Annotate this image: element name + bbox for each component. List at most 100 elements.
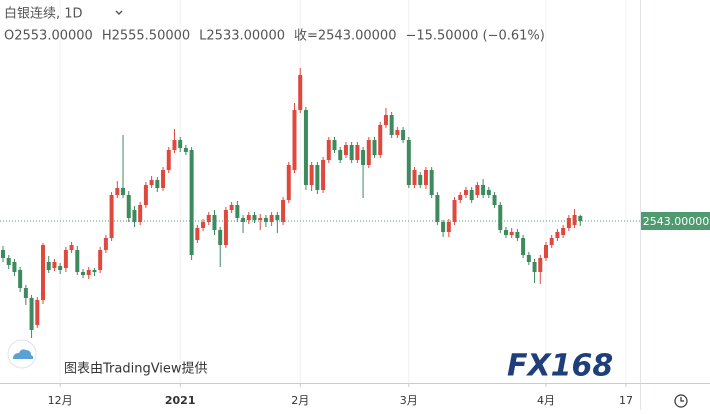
candle-body <box>235 205 240 218</box>
candle-body <box>452 200 457 222</box>
ohlc-value: L2533.00000 <box>199 29 285 44</box>
candle-body <box>366 140 371 165</box>
candle-body <box>18 270 23 288</box>
candle-body <box>103 238 108 250</box>
candle-body <box>361 150 366 165</box>
clock-hands <box>680 397 684 402</box>
candle-body <box>555 232 560 238</box>
candle-body <box>303 110 308 185</box>
candle-body <box>326 140 331 160</box>
candle-body <box>212 215 217 230</box>
candle-body <box>81 272 86 275</box>
candle-body <box>292 110 297 170</box>
candle-body <box>435 195 440 222</box>
candle-body <box>189 150 194 255</box>
candle-body <box>121 188 126 195</box>
interval-dropdown[interactable] <box>115 10 123 15</box>
ohlc-legend: O2553.00000 H2555.50000 L2533.00000 收=2543.… <box>4 29 545 44</box>
candle-body <box>92 270 97 272</box>
ohlc-value: O2553.00000 <box>4 29 93 44</box>
candle-body <box>183 148 188 152</box>
candle-body <box>29 298 34 330</box>
ohlc-value: H2555.50000 <box>102 29 190 44</box>
candle-body <box>566 218 571 228</box>
candle-body <box>475 185 480 195</box>
candle-body <box>321 160 326 190</box>
candle-body <box>509 232 514 235</box>
candle-body <box>138 205 143 222</box>
candle-body <box>229 205 234 210</box>
candle-body <box>161 170 166 188</box>
candle-body <box>6 258 11 265</box>
last-price-badge <box>641 212 710 230</box>
candle-body <box>298 75 303 110</box>
candle-body <box>343 145 348 155</box>
candle-body <box>252 215 257 220</box>
tv-logo-icon <box>13 349 34 359</box>
candle-body <box>35 300 40 325</box>
timezone-icon[interactable] <box>674 394 688 408</box>
candle-body <box>281 200 286 222</box>
candle-body <box>275 215 280 220</box>
candle-body <box>481 185 486 195</box>
candle-body <box>52 262 57 268</box>
candle-body <box>155 180 160 188</box>
candle-body <box>429 170 434 195</box>
candle-body <box>149 180 154 185</box>
candle-body <box>372 140 377 155</box>
candle-body <box>578 216 583 221</box>
candle-body <box>218 230 223 245</box>
candle-body <box>389 115 394 135</box>
candle-body <box>492 195 497 205</box>
candle-body <box>498 205 503 230</box>
candle-body <box>263 218 268 222</box>
candle-body <box>166 150 171 170</box>
candle-body <box>538 258 543 272</box>
candle-body <box>446 222 451 232</box>
candle-body <box>549 238 554 245</box>
candle-body <box>543 245 548 258</box>
candle-body <box>332 140 337 150</box>
candle-body <box>132 210 137 222</box>
overlay: 2543.00000 <box>0 212 710 230</box>
candle-body <box>246 215 251 220</box>
candle-body <box>286 165 291 200</box>
candle-body <box>58 266 63 270</box>
candle-body <box>486 190 491 195</box>
candle-body <box>469 190 474 200</box>
candle-body <box>201 222 206 228</box>
candle-body <box>269 215 274 222</box>
candle-body <box>315 165 320 190</box>
grid <box>59 0 627 383</box>
candles <box>1 68 583 338</box>
candle-body <box>115 188 120 195</box>
x-tick-label: 2021 <box>165 394 196 407</box>
symbol-title[interactable]: 白银连续, 1D <box>4 6 83 22</box>
x-tick-label: 2月 <box>291 394 309 407</box>
x-tick-label: 4月 <box>537 394 555 407</box>
candle-body <box>463 190 468 195</box>
x-tick-label: 3月 <box>400 394 418 407</box>
x-tick-label: 17 <box>619 394 633 407</box>
candle-body <box>98 250 103 270</box>
candle-body <box>309 165 314 185</box>
candle-body <box>521 238 526 255</box>
candle-body <box>383 115 388 125</box>
ohlc-value: 收=2543.00000 <box>294 29 396 44</box>
candle-body <box>561 228 566 235</box>
candle-body <box>572 215 577 225</box>
candle-body <box>63 250 68 268</box>
candle-body <box>86 270 91 275</box>
attribution[interactable]: 图表由TradingView提供 <box>64 361 208 377</box>
x-tick-label: 12月 <box>48 394 73 407</box>
candle-body <box>458 195 463 200</box>
last-price-label: 2543.00000 <box>643 215 709 228</box>
candle-body <box>109 195 114 238</box>
candle-body <box>23 288 28 298</box>
candle-body <box>503 230 508 235</box>
candle-body <box>178 140 183 148</box>
candle-body <box>241 218 246 222</box>
candle-body <box>223 210 228 245</box>
